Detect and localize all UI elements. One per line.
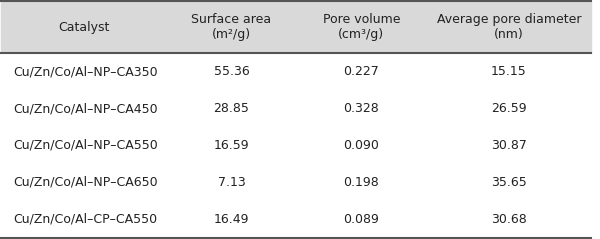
Text: 0.198: 0.198 — [343, 176, 379, 189]
Text: 0.328: 0.328 — [343, 102, 379, 115]
Text: 16.59: 16.59 — [214, 139, 250, 152]
Text: Surface area
(m²/g): Surface area (m²/g) — [191, 13, 272, 41]
Text: Cu/Zn/Co/Al–NP–CA450: Cu/Zn/Co/Al–NP–CA450 — [13, 102, 158, 115]
Text: 28.85: 28.85 — [214, 102, 250, 115]
Text: Cu/Zn/Co/Al–NP–CA650: Cu/Zn/Co/Al–NP–CA650 — [13, 176, 158, 189]
Bar — [1, 1, 592, 53]
Text: 30.68: 30.68 — [491, 213, 527, 226]
Text: 55.36: 55.36 — [214, 65, 250, 78]
Text: 0.089: 0.089 — [343, 213, 379, 226]
Text: 26.59: 26.59 — [491, 102, 527, 115]
Bar — [1, 53, 592, 238]
Text: Catalyst: Catalyst — [58, 21, 110, 34]
Text: Cu/Zn/Co/Al–NP–CA550: Cu/Zn/Co/Al–NP–CA550 — [13, 139, 158, 152]
Text: 0.227: 0.227 — [343, 65, 379, 78]
Text: Cu/Zn/Co/Al–CP–CA550: Cu/Zn/Co/Al–CP–CA550 — [13, 213, 157, 226]
Text: Pore volume
(cm³/g): Pore volume (cm³/g) — [323, 13, 400, 41]
Text: Average pore diameter
(nm): Average pore diameter (nm) — [437, 13, 581, 41]
Text: 16.49: 16.49 — [214, 213, 249, 226]
Text: 30.87: 30.87 — [491, 139, 527, 152]
Text: 15.15: 15.15 — [491, 65, 527, 78]
Text: 35.65: 35.65 — [491, 176, 527, 189]
Text: 0.090: 0.090 — [343, 139, 379, 152]
Text: 7.13: 7.13 — [218, 176, 245, 189]
Text: Cu/Zn/Co/Al–NP–CA350: Cu/Zn/Co/Al–NP–CA350 — [13, 65, 158, 78]
